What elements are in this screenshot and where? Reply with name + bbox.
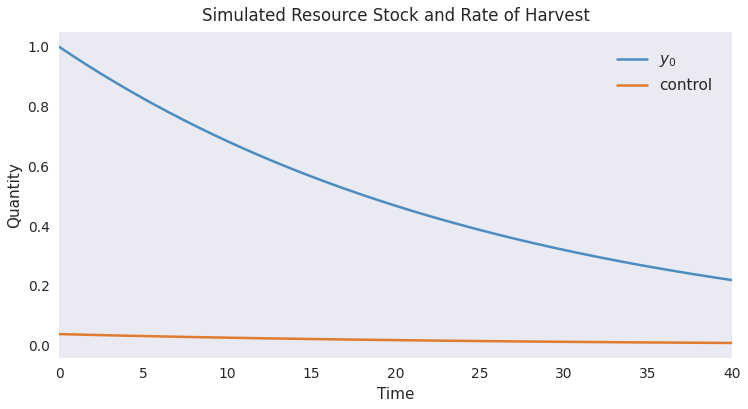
control: [580, 339, 589, 344]
control: [327, 337, 336, 342]
control: [728, 341, 737, 346]
$y_0$: [123, 88, 132, 92]
$y_0$: [580, 252, 589, 256]
control: [123, 333, 132, 338]
$y_0$: [352, 190, 361, 195]
X-axis label: Time: Time: [377, 387, 414, 402]
control: [517, 339, 526, 344]
$y_0$: [592, 254, 601, 259]
$y_0$: [55, 45, 64, 49]
Legend: $y_0$, control: $y_0$, control: [604, 40, 725, 105]
$y_0$: [327, 182, 336, 187]
$y_0$: [728, 278, 737, 283]
control: [592, 339, 601, 344]
control: [55, 332, 64, 337]
$y_0$: [517, 238, 526, 243]
Line: $y_0$: $y_0$: [59, 47, 732, 280]
Line: control: control: [59, 334, 732, 343]
control: [352, 337, 361, 342]
Y-axis label: Quantity: Quantity: [7, 162, 22, 228]
Title: Simulated Resource Stock and Rate of Harvest: Simulated Resource Stock and Rate of Har…: [202, 7, 589, 25]
